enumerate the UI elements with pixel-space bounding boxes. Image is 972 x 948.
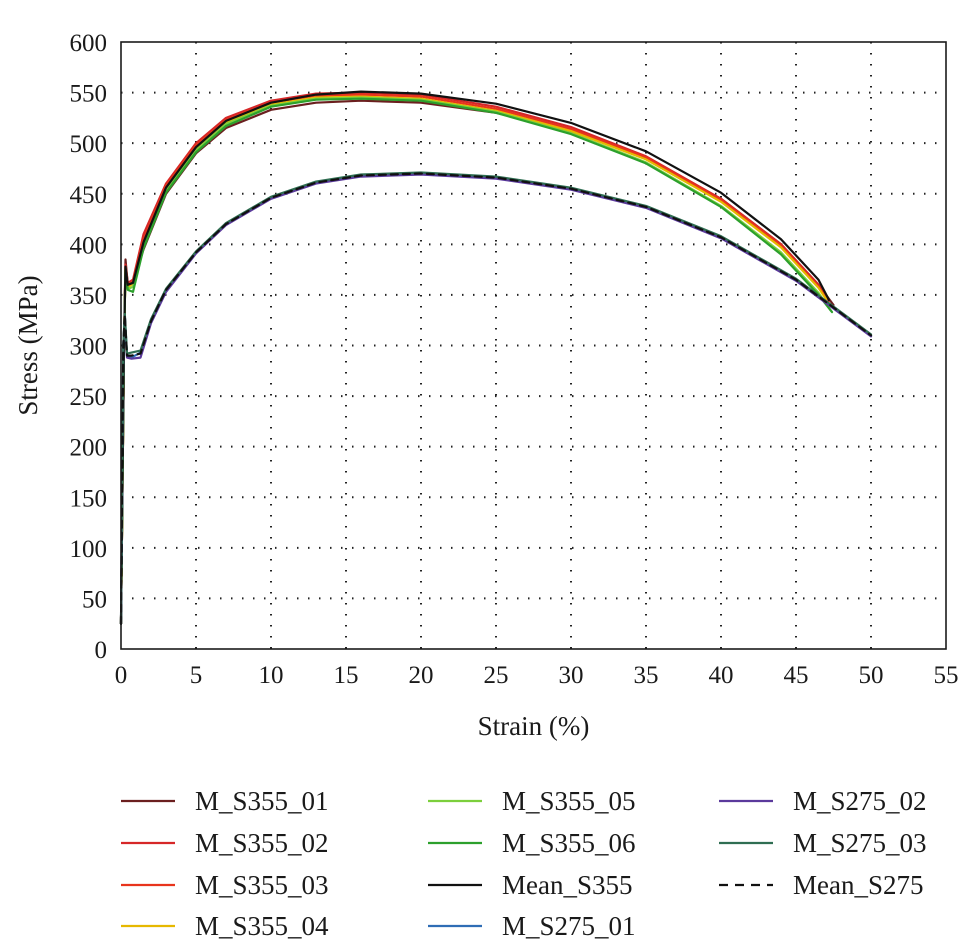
x-tick-label: 30 [559,662,584,689]
y-tick-label: 200 [70,435,108,462]
x-tick-label: 20 [409,662,434,689]
x-tick-label: 40 [709,662,734,689]
x-axis-title: Strain (%) [478,711,590,741]
y-axis-ticks: 0 50 100 150 200 250 300 350 400 450 500 550 600 [70,30,108,664]
legend-label: M_S355_03 [195,870,329,900]
series-line-m-s355-01 [119,99,835,625]
legend-label: M_S275_01 [502,911,636,941]
series-lines [119,90,873,625]
x-tick-label: 0 [115,662,128,689]
legend-label: M_S355_04 [195,911,329,941]
y-tick-label: 50 [82,586,107,613]
legend-label: M_S355_05 [502,786,636,816]
y-tick-label: 0 [95,637,108,664]
x-tick-label: 5 [190,662,203,689]
y-tick-label: 350 [70,283,108,310]
y-tick-label: 400 [70,232,108,259]
series-line-m-s275-02 [119,173,873,625]
y-tick-label: 300 [70,334,108,361]
y-tick-label: 550 [70,81,108,108]
series-line-mean-s275 [119,172,873,625]
y-tick-label: 500 [70,131,108,158]
y-tick-label: 150 [70,485,108,512]
legend-label: M_S275_03 [793,828,927,858]
x-tick-label: 35 [634,662,659,689]
series-line-m-s355-06 [119,97,834,625]
y-axis-title: Stress (MPa) [13,275,43,415]
legend-label: M_S355_01 [195,786,329,816]
y-tick-label: 250 [70,384,108,411]
legend: M_S355_01 M_S355_02 M_S355_03 M_S355_04 M_S3… [121,786,927,941]
legend-label: Mean_S355 [502,870,633,900]
y-tick-label: 450 [70,182,108,209]
series-line-mean-s355 [119,90,831,625]
x-tick-label: 55 [934,662,959,689]
x-tick-label: 50 [859,662,884,689]
legend-label: M_S275_02 [793,786,927,816]
grid [121,42,946,649]
series-line-m-s355-02 [119,91,831,625]
x-tick-label: 45 [784,662,809,689]
plot-area-frame [120,41,947,650]
y-tick-label: 600 [70,30,108,57]
x-axis-ticks: 0 5 10 15 20 25 30 35 40 45 50 55 [115,662,959,689]
legend-label: Mean_S275 [793,870,924,900]
legend-label: M_S355_02 [195,828,329,858]
x-tick-label: 25 [484,662,509,689]
x-tick-label: 10 [259,662,284,689]
series-line-m-s355-03 [119,93,831,625]
legend-label: M_S355_06 [502,828,636,858]
y-tick-label: 100 [70,536,108,563]
x-tick-label: 15 [334,662,359,689]
